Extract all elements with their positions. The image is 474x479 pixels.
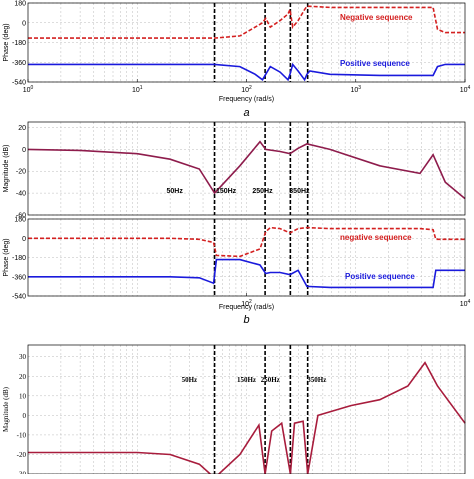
panel-caption: a <box>243 107 249 119</box>
x-tick-label: 104 <box>460 85 471 94</box>
x-tick-exponent: 1 <box>140 85 143 91</box>
x-tick-exponent: 4 <box>468 85 471 91</box>
y-tick-label: -20 <box>17 451 27 459</box>
annotation: 350Hz <box>289 188 310 195</box>
y-tick-label: 0 <box>22 236 26 243</box>
x-tick-base: 10 <box>241 87 249 94</box>
x-tick-exponent: 4 <box>468 299 471 305</box>
line-series <box>28 5 465 39</box>
y-axis-label: Phase (deg) <box>3 23 10 61</box>
x-tick-base: 10 <box>460 301 468 308</box>
x-tick-label: 103 <box>350 85 361 94</box>
y-tick-label: -20 <box>16 169 26 176</box>
line-series <box>28 361 466 479</box>
legend-label: Positive sequence <box>340 59 410 68</box>
panel-caption: b <box>243 314 249 326</box>
line-series <box>27 140 466 200</box>
y-tick-label: -10 <box>17 431 27 439</box>
annotation: 350Hz <box>307 376 326 384</box>
y-tick-label: 20 <box>19 373 27 381</box>
line-series <box>28 62 465 82</box>
x-axis-label: Frequency (rad/s) <box>219 304 274 311</box>
y-tick-label: -40 <box>16 191 26 198</box>
annotation: 150Hz <box>237 376 256 384</box>
y-tick-label: 180 <box>14 1 26 8</box>
x-tick-exponent: 2 <box>249 299 252 305</box>
y-tick-label: 0 <box>22 20 26 27</box>
y-tick-label: -360 <box>12 60 26 67</box>
annotation: 150Hz <box>216 188 237 195</box>
legend-label: negative sequence <box>340 233 412 242</box>
x-tick-base: 10 <box>241 301 249 308</box>
y-tick-label: -540 <box>12 80 26 87</box>
legend-label: Positive sequence <box>345 272 415 281</box>
annotation: 50Hz <box>182 376 198 384</box>
x-axis-label: Frequency (rad/s) <box>219 96 274 103</box>
legend-label: Negative sequence <box>340 13 413 22</box>
plot-frame <box>27 218 466 297</box>
line-series <box>28 226 465 258</box>
annotation: 250Hz <box>252 188 273 195</box>
panel: 30 20 10 0 -10 -20 -30 50Hz 150Hz 250Hz 350Hz Magni… <box>2 344 466 479</box>
x-tick-label: 101 <box>132 85 143 94</box>
y-tick-label: 30 <box>19 353 27 361</box>
line-series <box>28 258 465 289</box>
x-tick-base: 10 <box>132 87 140 94</box>
y-tick-label: 10 <box>19 392 27 400</box>
plot-frame <box>27 2 466 83</box>
x-tick-label: 102 <box>241 299 252 308</box>
panel: 20 0 -20 -40 -60 50Hz 150Hz 250Hz 350Hz Magnitude… <box>3 121 466 220</box>
x-tick-label: 102 <box>241 85 252 94</box>
y-tick-label: -180 <box>12 255 26 262</box>
x-tick-base: 10 <box>460 87 468 94</box>
y-tick-label: 0 <box>22 147 26 154</box>
x-tick-label: 100 <box>23 85 34 94</box>
y-tick-label: -30 <box>17 471 27 475</box>
y-tick-label: -540 <box>12 294 26 301</box>
x-tick-exponent: 3 <box>358 85 361 91</box>
y-tick-label: -180 <box>12 40 26 47</box>
y-axis-label: Magnitude (dB) <box>3 145 10 193</box>
x-tick-exponent: 2 <box>249 85 252 91</box>
annotation: 250Hz <box>261 376 280 384</box>
x-tick-base: 10 <box>350 87 358 94</box>
y-axis-label: Phase (deg) <box>3 238 10 276</box>
y-tick-label: 20 <box>18 125 26 132</box>
annotation: 50Hz <box>166 188 183 195</box>
y-tick-label: 180 <box>14 217 26 224</box>
x-tick-label: 104 <box>460 299 471 308</box>
y-tick-label: 0 <box>23 412 27 420</box>
x-tick-exponent: 0 <box>31 85 34 91</box>
y-tick-label: -360 <box>12 274 26 281</box>
plot-frame <box>27 121 466 216</box>
y-axis-label: Magnitude (dB) <box>2 386 10 432</box>
x-tick-base: 10 <box>23 87 31 94</box>
y-tick-label: -60 <box>16 213 26 220</box>
